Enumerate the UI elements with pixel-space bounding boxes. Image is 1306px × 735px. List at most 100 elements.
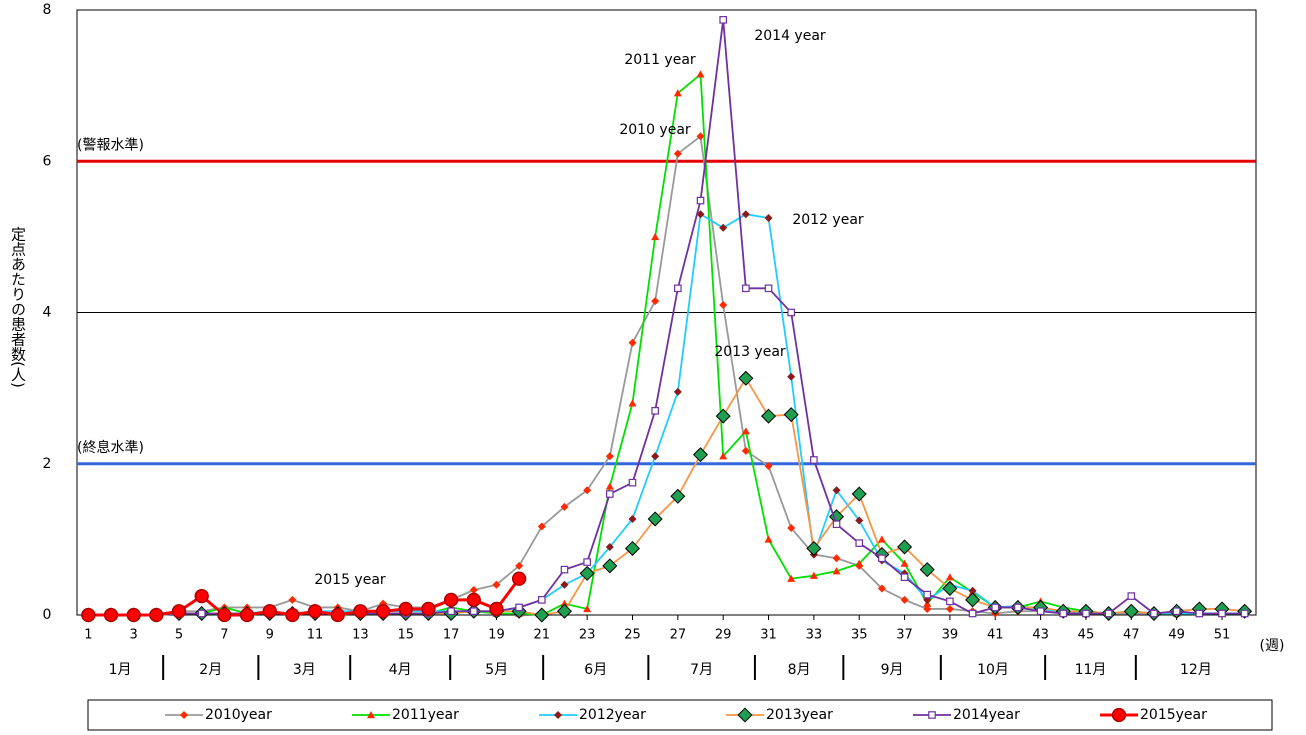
legend-box [87,699,1273,731]
month-label: 3月 [293,662,316,678]
marker [764,462,773,471]
marker [443,592,459,608]
marker [492,580,501,589]
marker [126,607,141,623]
marker [945,573,954,581]
month-label: 8月 [788,662,811,678]
marker [605,542,614,551]
x-tick-label: 21 [534,628,551,643]
marker [515,561,524,570]
x-tick-label: 23 [579,628,596,643]
series-line [88,212,1245,616]
marker [719,452,728,460]
marker [945,604,954,613]
marker [583,558,591,566]
marker [285,607,300,623]
marker [741,446,750,455]
marker [606,490,614,498]
month-label: 2月 [199,662,222,678]
x-tick-label: 11 [307,628,324,643]
annotation: 2013 year [714,344,786,360]
marker [1127,592,1136,600]
marker [239,607,255,623]
marker [489,601,504,617]
x-tick-label: 35 [851,628,868,643]
x-tick-label: 13 [352,628,369,643]
marker [696,196,705,205]
marker [1082,609,1090,618]
marker [534,607,550,623]
marker [605,452,614,461]
y-tick-label: 0 [43,607,52,623]
marker [651,407,659,415]
marker [1240,609,1249,618]
legend-marker [554,711,562,719]
legend-marker [180,711,188,719]
marker [1218,609,1226,618]
x-tick-label: 9 [266,628,274,643]
y-tick-label: 4 [43,305,52,321]
marker [696,70,705,78]
y-tick-label: 8 [43,2,52,18]
marker [307,604,323,619]
reference-label: (警報水準) [77,137,144,153]
marker [968,609,977,618]
legend-marker [1111,707,1127,723]
x-tick-label: 49 [1168,628,1185,643]
legend-label: 2011year [392,707,459,723]
x-tick-label: 25 [624,628,641,643]
marker [673,89,682,97]
legend-label: 2015year [1140,707,1207,723]
marker [537,522,546,531]
x-tick-label: 41 [987,628,1004,643]
x-tick-label: 29 [715,628,732,643]
marker [628,338,637,347]
marker [651,452,660,461]
x-tick-label: 45 [1078,628,1095,643]
marker [742,284,750,293]
marker [1059,609,1068,618]
month-label: 10月 [977,662,1009,678]
marker [556,603,572,619]
marker [900,559,909,567]
month-label: 11月 [1075,662,1107,678]
marker [832,567,841,575]
marker [647,511,663,527]
marker [764,213,773,222]
marker [809,571,818,579]
month-label: 12月 [1180,662,1212,678]
marker [1195,609,1204,618]
marker [877,535,886,543]
marker [832,486,841,495]
annotation: 2011 year [624,52,696,68]
marker [738,370,754,386]
x-tick-label: 1 [84,628,92,643]
marker [674,284,682,293]
marker [103,607,119,623]
legend-marker [928,711,936,719]
marker [851,486,867,502]
marker [447,607,455,616]
marker [560,565,569,574]
marker [375,604,391,619]
marker [855,539,864,547]
marker [719,223,728,232]
marker [1123,603,1139,619]
x-tick-label: 3 [130,628,138,643]
marker [1104,609,1113,618]
marker [787,372,796,381]
marker [624,540,640,556]
marker [719,300,728,309]
marker [855,559,864,567]
marker [942,581,958,597]
marker [560,580,569,589]
series-line [88,376,1245,616]
marker [81,607,96,623]
reference-label: (終息水準) [77,439,144,456]
marker [715,408,731,424]
marker [1150,609,1158,618]
legend-label: 2013year [766,707,833,723]
marker [741,210,750,219]
x-tick-label: 27 [670,628,687,643]
x-tick-label: 7 [220,628,228,643]
